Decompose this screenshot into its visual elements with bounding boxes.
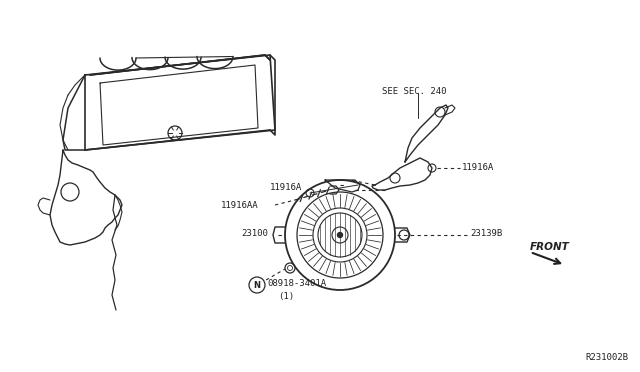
Text: SEE SEC. 240: SEE SEC. 240 <box>382 87 447 96</box>
Text: 11916A: 11916A <box>269 183 302 192</box>
Text: FRONT: FRONT <box>530 242 570 252</box>
Text: 08918-3401A: 08918-3401A <box>267 279 326 289</box>
Text: 11916AA: 11916AA <box>220 201 258 209</box>
Text: (1): (1) <box>278 292 294 301</box>
Text: 23100: 23100 <box>241 228 268 237</box>
Text: R231002B: R231002B <box>585 353 628 362</box>
Text: 23139B: 23139B <box>470 230 502 238</box>
Text: N: N <box>253 280 260 289</box>
Circle shape <box>337 232 342 237</box>
Text: 11916A: 11916A <box>462 163 494 171</box>
